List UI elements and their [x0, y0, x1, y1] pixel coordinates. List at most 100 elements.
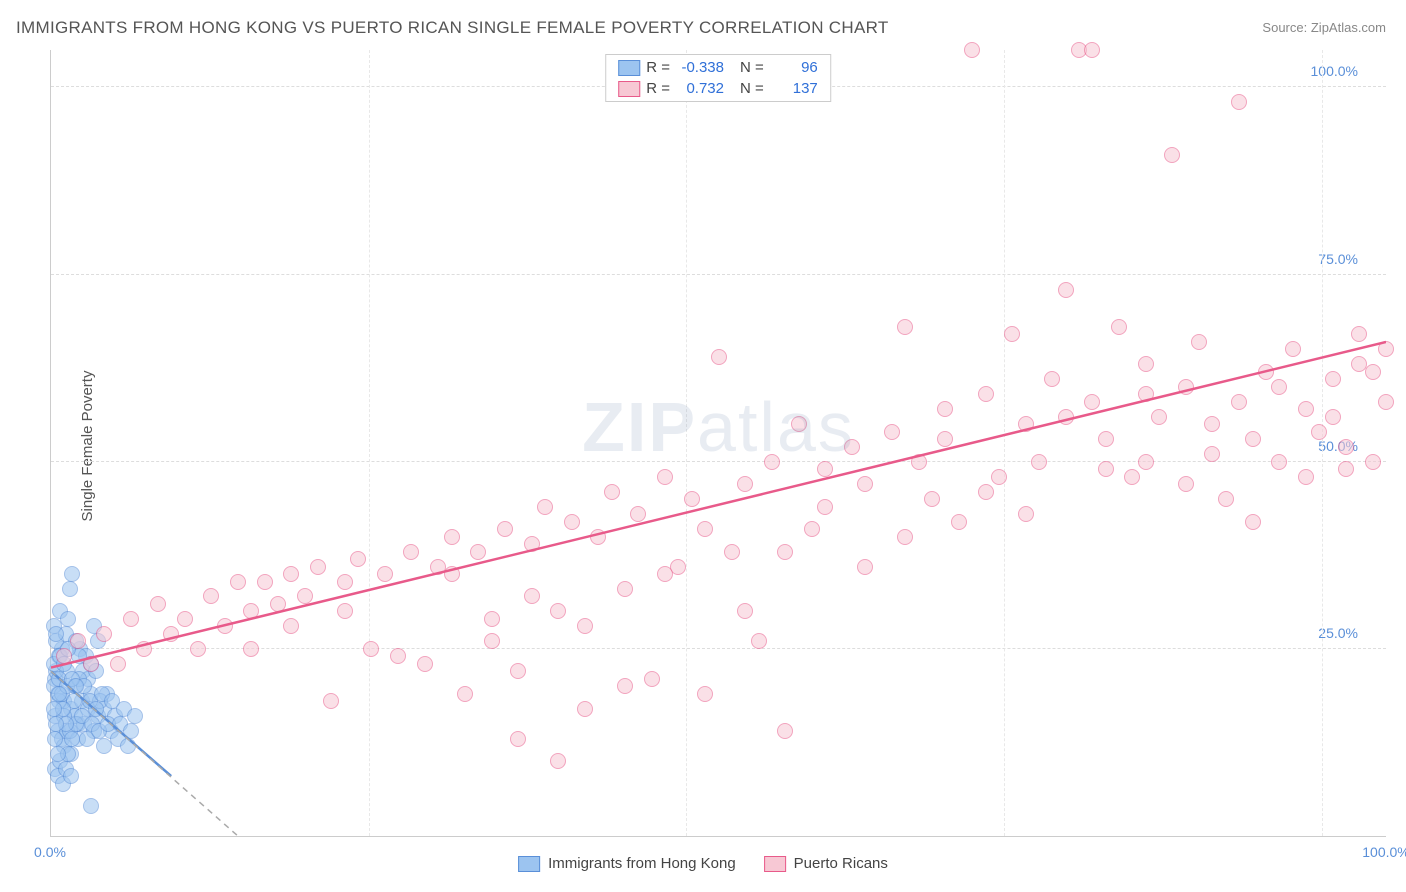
data-point-pr	[1245, 514, 1261, 530]
data-point-pr	[444, 529, 460, 545]
data-point-pr	[177, 611, 193, 627]
data-point-pr	[337, 603, 353, 619]
data-point-pr	[270, 596, 286, 612]
data-point-pr	[764, 454, 780, 470]
data-point-hk	[48, 716, 64, 732]
data-point-hk	[127, 708, 143, 724]
data-point-pr	[1018, 506, 1034, 522]
y-tick-label: 100.0%	[1311, 63, 1358, 79]
data-point-pr	[897, 529, 913, 545]
data-point-pr	[577, 618, 593, 634]
plot-region: ZIPatlas 25.0%50.0%75.0%100.0%	[50, 50, 1386, 837]
data-point-pr	[377, 566, 393, 582]
data-point-pr	[1111, 319, 1127, 335]
swatch-pr	[618, 81, 640, 97]
chart-area: ZIPatlas 25.0%50.0%75.0%100.0% R = -0.33…	[50, 50, 1386, 837]
gridline-v	[1004, 50, 1005, 836]
data-point-pr	[123, 611, 139, 627]
data-point-hk	[63, 768, 79, 784]
data-point-pr	[937, 431, 953, 447]
data-point-pr	[817, 461, 833, 477]
data-point-pr	[1218, 491, 1234, 507]
data-point-pr	[323, 693, 339, 709]
r-label-hk: R =	[646, 59, 670, 76]
data-point-pr	[737, 603, 753, 619]
data-point-pr	[136, 641, 152, 657]
data-point-pr	[791, 416, 807, 432]
data-point-pr	[1338, 439, 1354, 455]
data-point-pr	[1138, 454, 1154, 470]
data-point-pr	[1098, 461, 1114, 477]
data-point-pr	[857, 476, 873, 492]
data-point-pr	[83, 656, 99, 672]
data-point-hk	[62, 581, 78, 597]
gridline-h	[51, 461, 1386, 462]
data-point-pr	[1084, 42, 1100, 58]
data-point-pr	[737, 476, 753, 492]
data-point-pr	[897, 319, 913, 335]
data-point-pr	[150, 596, 166, 612]
data-point-pr	[1271, 454, 1287, 470]
data-point-pr	[484, 633, 500, 649]
data-point-pr	[844, 439, 860, 455]
data-point-hk	[68, 678, 84, 694]
data-point-pr	[457, 686, 473, 702]
data-point-hk	[64, 566, 80, 582]
data-point-pr	[1378, 394, 1394, 410]
data-point-pr	[1325, 409, 1341, 425]
data-point-pr	[390, 648, 406, 664]
data-point-pr	[310, 559, 326, 575]
data-point-pr	[964, 42, 980, 58]
data-point-pr	[684, 491, 700, 507]
source-name: ZipAtlas.com	[1311, 20, 1386, 35]
data-point-pr	[350, 551, 366, 567]
data-point-pr	[1058, 409, 1074, 425]
data-point-hk	[64, 731, 80, 747]
data-point-pr	[510, 731, 526, 747]
data-point-pr	[497, 521, 513, 537]
trend-lines	[51, 50, 1386, 836]
data-point-pr	[937, 401, 953, 417]
data-point-pr	[163, 626, 179, 642]
data-point-pr	[777, 544, 793, 560]
data-point-pr	[297, 588, 313, 604]
watermark: ZIPatlas	[582, 387, 855, 467]
data-point-pr	[604, 484, 620, 500]
data-point-pr	[657, 566, 673, 582]
n-label-pr: N =	[740, 80, 764, 97]
data-point-pr	[1231, 394, 1247, 410]
data-point-pr	[1178, 379, 1194, 395]
r-value-hk: -0.338	[676, 59, 724, 76]
y-tick-label: 75.0%	[1318, 251, 1358, 267]
data-point-pr	[1151, 409, 1167, 425]
data-point-pr	[1098, 431, 1114, 447]
data-point-pr	[203, 588, 219, 604]
data-point-pr	[1351, 326, 1367, 342]
data-point-pr	[484, 611, 500, 627]
data-point-pr	[630, 506, 646, 522]
data-point-pr	[510, 663, 526, 679]
data-point-hk	[50, 746, 66, 762]
stat-row-hk: R = -0.338 N = 96	[606, 57, 830, 78]
data-point-pr	[444, 566, 460, 582]
data-point-pr	[1325, 371, 1341, 387]
data-point-pr	[1245, 431, 1261, 447]
data-point-pr	[337, 574, 353, 590]
data-point-pr	[1138, 356, 1154, 372]
data-point-pr	[924, 491, 940, 507]
legend-label-hk: Immigrants from Hong Kong	[548, 855, 736, 872]
swatch-pr-bottom	[764, 856, 786, 872]
swatch-hk	[618, 60, 640, 76]
legend-label-pr: Puerto Ricans	[794, 855, 888, 872]
data-point-pr	[751, 633, 767, 649]
data-point-pr	[1178, 476, 1194, 492]
data-point-hk	[46, 701, 62, 717]
data-point-pr	[1338, 461, 1354, 477]
data-point-hk	[123, 723, 139, 739]
data-point-pr	[657, 469, 673, 485]
data-point-pr	[70, 633, 86, 649]
data-point-hk	[120, 738, 136, 754]
source-attribution: Source: ZipAtlas.com	[1262, 20, 1386, 35]
data-point-pr	[470, 544, 486, 560]
data-point-pr	[978, 386, 994, 402]
